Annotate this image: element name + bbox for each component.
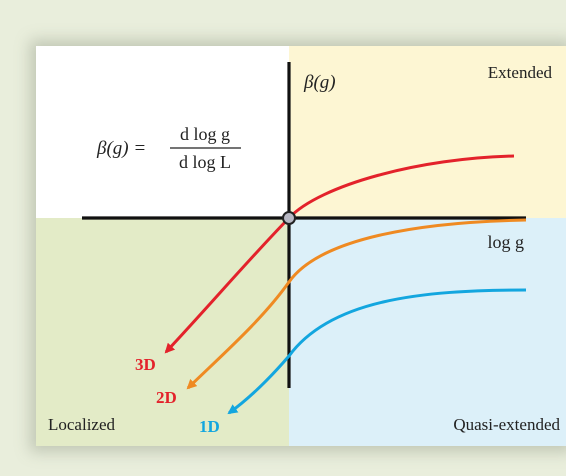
x-axis-label: log g: [487, 232, 524, 252]
quasi-extended-quadrant: [289, 218, 566, 446]
curve-label-1d: 1D: [199, 417, 220, 436]
white-quadrant: [36, 46, 289, 218]
formula-lhs: β(g) =: [96, 138, 146, 159]
curve-label-3d: 3D: [135, 355, 156, 374]
formula-denominator: d log L: [179, 152, 231, 172]
localized-quadrant: [36, 218, 289, 446]
localized-label: Localized: [48, 415, 116, 434]
curve-1d: [227, 288, 527, 415]
beta-formula: β(g) = d log g d log L: [96, 124, 241, 172]
curve-label-2d: 2D: [156, 388, 177, 407]
y-axis-label: β(g): [303, 72, 336, 93]
fixed-point-marker: [282, 211, 296, 225]
quasi-extended-label: Quasi-extended: [453, 415, 560, 434]
formula-numerator: d log g: [180, 124, 230, 144]
extended-label: Extended: [488, 63, 553, 82]
curve-2d: [186, 218, 527, 390]
